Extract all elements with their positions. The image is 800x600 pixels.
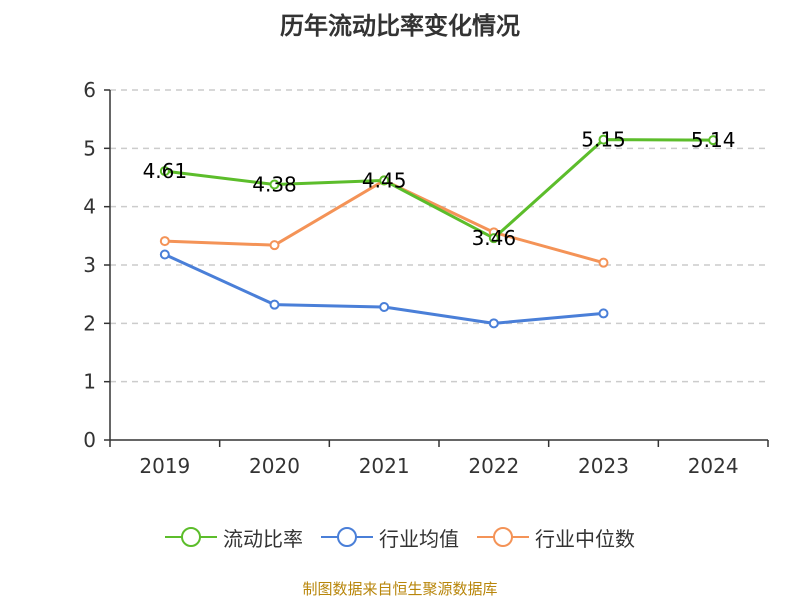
legend-item-industry-median[interactable]: 行业中位数 bbox=[477, 523, 635, 552]
chart-title: 历年流动比率变化情况 bbox=[280, 12, 520, 40]
x-tick-label: 2024 bbox=[688, 454, 739, 478]
y-tick-label: 6 bbox=[83, 78, 96, 102]
y-tick-label: 0 bbox=[83, 428, 96, 452]
legend-label-current-ratio: 流动比率 bbox=[223, 526, 303, 551]
data-label: 4.61 bbox=[143, 159, 188, 183]
data-point bbox=[269, 179, 280, 190]
legend-marker-current-ratio bbox=[165, 525, 217, 549]
data-label: 5.14 bbox=[691, 128, 736, 152]
data-point bbox=[159, 236, 170, 247]
data-source-note: 制图数据来自恒生聚源数据库 bbox=[302, 580, 498, 598]
y-tick-label: 1 bbox=[83, 370, 96, 394]
series-line bbox=[164, 138, 714, 240]
data-point bbox=[598, 257, 609, 268]
data-point bbox=[598, 134, 609, 145]
legend: 流动比率 行业均值 行业中位数 bbox=[0, 520, 800, 554]
legend-marker-industry-mean bbox=[321, 525, 373, 549]
data-point bbox=[488, 233, 499, 244]
legend-label-industry-mean: 行业均值 bbox=[379, 526, 459, 551]
x-tick-label: 2020 bbox=[249, 454, 300, 478]
x-tick-label: 2021 bbox=[359, 454, 410, 478]
y-tick-label: 3 bbox=[83, 253, 96, 277]
data-point bbox=[159, 166, 170, 177]
y-tick-label: 4 bbox=[83, 195, 96, 219]
data-point bbox=[269, 299, 280, 310]
data-label: 4.45 bbox=[362, 168, 407, 192]
legend-label-industry-median: 行业中位数 bbox=[535, 526, 635, 551]
legend-marker-industry-median bbox=[477, 525, 529, 549]
data-point bbox=[379, 175, 390, 186]
data-label: 3.46 bbox=[472, 226, 517, 250]
x-tick-label: 2022 bbox=[468, 454, 519, 478]
data-label: 4.38 bbox=[252, 173, 297, 197]
x-tick-label: 2019 bbox=[139, 454, 190, 478]
series-line bbox=[164, 253, 604, 325]
data-point bbox=[159, 249, 170, 260]
series-line bbox=[164, 178, 604, 265]
y-tick-label: 5 bbox=[83, 136, 96, 160]
data-point bbox=[379, 302, 390, 312]
data-point bbox=[269, 240, 280, 251]
data-label: 5.15 bbox=[581, 128, 626, 152]
y-tick-label: 2 bbox=[83, 311, 96, 335]
legend-item-industry-mean[interactable]: 行业均值 bbox=[321, 523, 459, 552]
data-point bbox=[488, 318, 499, 329]
x-tick-label: 2023 bbox=[578, 454, 629, 478]
data-point bbox=[708, 135, 719, 146]
data-point bbox=[598, 308, 609, 319]
legend-item-current-ratio[interactable]: 流动比率 bbox=[165, 523, 303, 552]
